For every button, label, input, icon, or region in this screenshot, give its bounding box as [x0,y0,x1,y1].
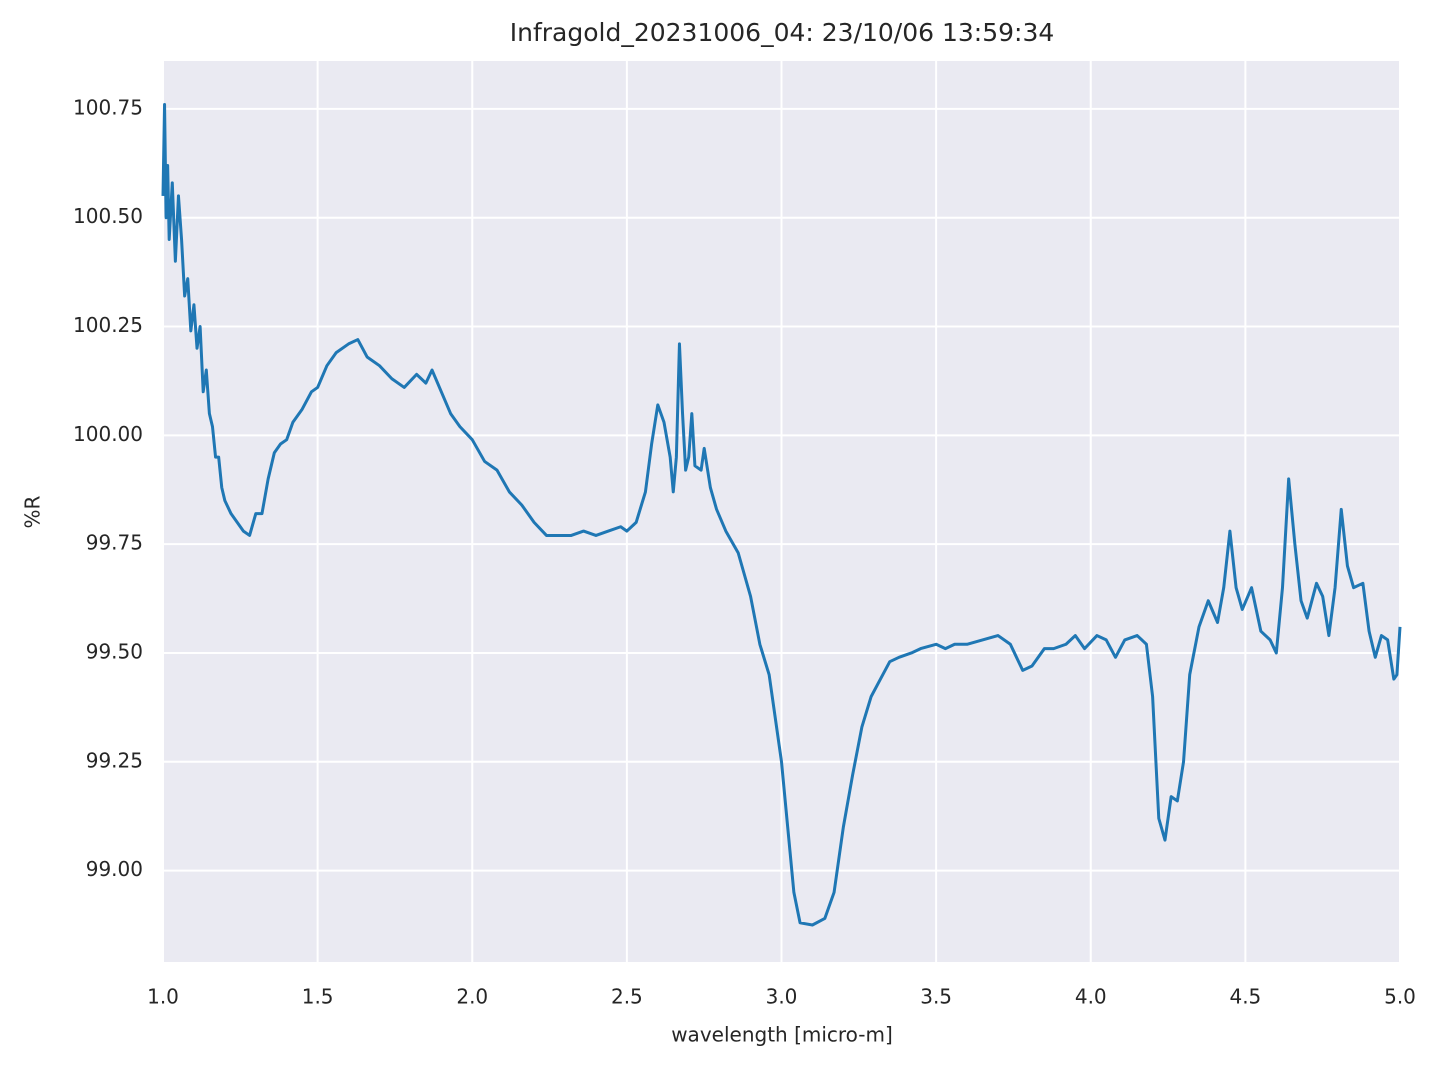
x-axis-label: wavelength [micro-m] [671,1023,893,1047]
y-tick-label: 100.75 [73,95,143,119]
x-tick-label: 3.5 [920,985,952,1009]
y-tick-label: 100.25 [73,313,143,337]
y-tick-label: 99.75 [86,531,143,555]
marks [161,103,1402,927]
y-tick-label: 99.25 [86,748,143,772]
x-tick-label: 3.0 [766,985,798,1009]
x-tick-label: 4.5 [1229,985,1261,1009]
y-tick-label: 99.00 [86,857,143,881]
x-tick-label: 4.0 [1075,985,1107,1009]
y-tick-label: 100.50 [73,204,143,228]
x-tick-label: 2.0 [456,985,488,1009]
y-tick-label: 99.50 [86,639,143,663]
y-tick-label: 100.00 [73,422,143,446]
y-axis-label: %R [21,495,45,528]
x-tick-label: 5.0 [1384,985,1416,1009]
chart-title: Infragold_20231006_04: 23/10/06 13:59:34 [510,18,1055,47]
x-tick-label: 1.0 [147,985,179,1009]
data-line [161,103,1402,927]
x-tick-label: 1.5 [302,985,334,1009]
x-tick-label: 2.5 [611,985,643,1009]
